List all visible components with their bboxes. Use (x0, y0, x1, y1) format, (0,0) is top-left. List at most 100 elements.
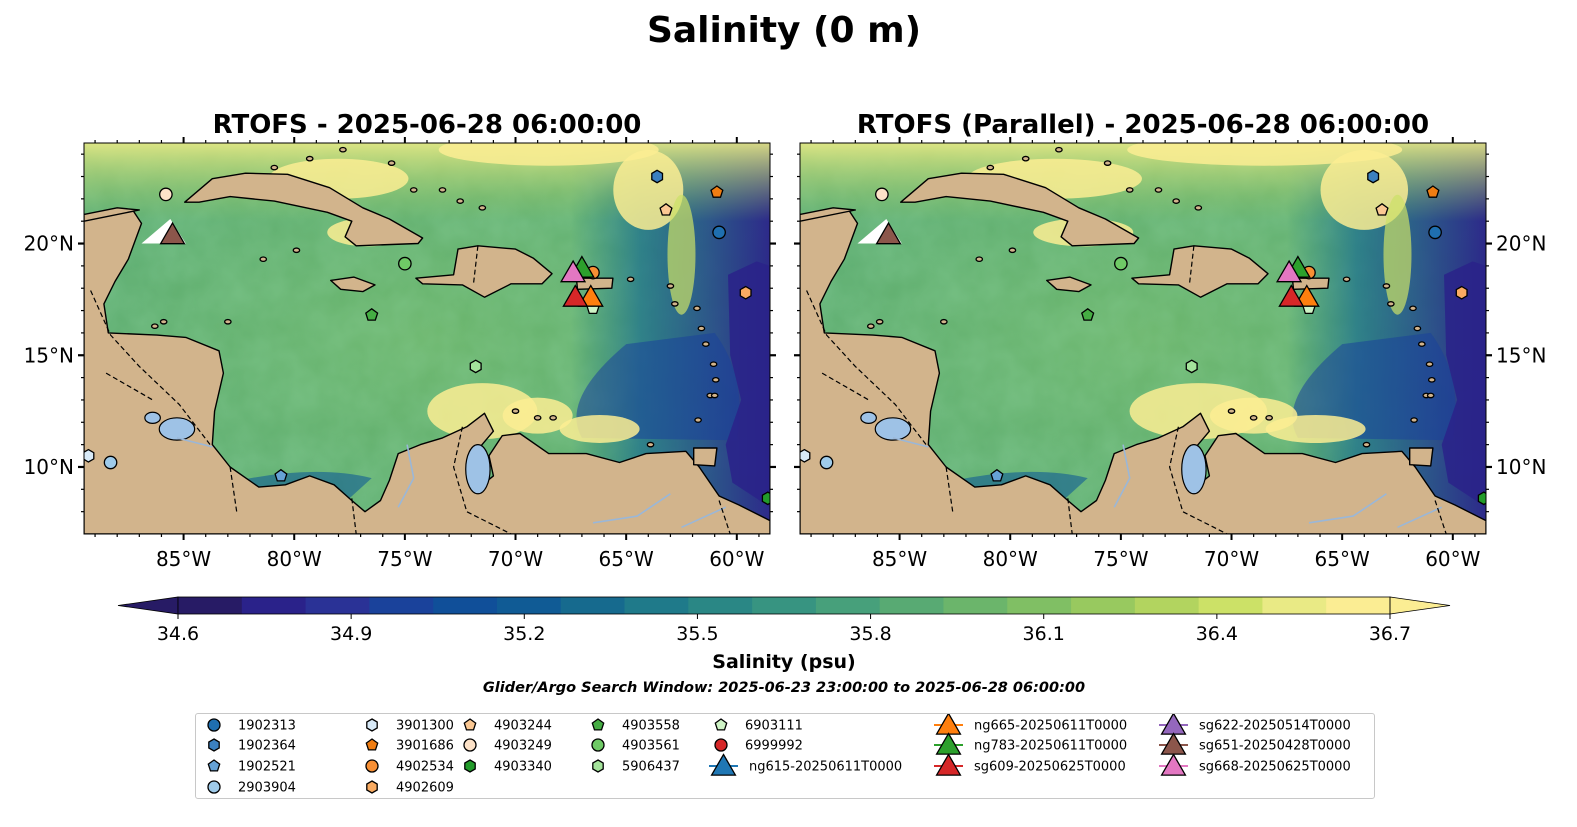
legend-entry: 1902364 (208, 738, 296, 754)
legend-marker-4902609 (366, 780, 378, 794)
legend-label: sg609-20250625T0000 (974, 760, 1126, 775)
island (1413, 325, 1422, 332)
island (875, 318, 884, 325)
colorbar: 34.6 34.9 35.2 35.5 35.8 36.1 36.4 36.7 Salinit… (117, 596, 1451, 673)
y-tick-label: 20°N (1496, 232, 1546, 256)
legend-entry: sg668-20250625T0000 (1159, 753, 1351, 776)
colorbar-tick-label: 36.4 (1196, 623, 1238, 645)
river (1397, 506, 1443, 529)
island (387, 160, 396, 166)
colorbar-tick-label: 36.1 (1023, 623, 1065, 645)
legend-marker-sg651-20250428T0000 (1160, 732, 1187, 755)
island (456, 198, 465, 204)
marker-1902521 (990, 468, 1004, 482)
observations (800, 169, 1486, 506)
x-axis: 85°W 80°W 75°W 70°W 65°W 60°W (94, 137, 765, 571)
island (1021, 155, 1030, 162)
island (1426, 392, 1435, 399)
marker-sg668-20250625T0000 (559, 259, 587, 283)
legend-marker-4903244 (463, 718, 477, 731)
landmass-yucatanTip (800, 207, 856, 222)
legend-marker-6999992 (714, 738, 728, 752)
island (710, 392, 719, 399)
country-border (105, 372, 153, 401)
colorbar-extend-min (117, 596, 179, 615)
legend-entry: 1902313 (207, 718, 296, 734)
legend-entry: ng665-20250611T0000 (934, 712, 1127, 735)
country-border (1188, 245, 1195, 284)
country-border (806, 290, 927, 445)
colorbar-segment (688, 597, 753, 614)
legend-marker-ng783-20250611T0000 (935, 732, 962, 755)
legend-entry: 4903249 (463, 738, 552, 754)
legend-label: 4903558 (622, 719, 680, 734)
y-tick-label: 10°N (24, 455, 74, 479)
legend-marker-2903904 (207, 780, 221, 794)
island (270, 164, 279, 171)
colorbar-tick-label: 35.5 (676, 623, 718, 645)
landmass-trinidad (693, 447, 718, 467)
island (693, 305, 701, 312)
marker-2903904 (819, 455, 834, 470)
island (438, 187, 447, 193)
map-panel-rtofs: RTOFS - 2025-06-28 06:00:00 85°W 80°W 75°W… (24, 110, 776, 571)
marker-1902364 (651, 169, 664, 184)
legend-entry: 3901686 (365, 738, 454, 754)
colorbar-segment (1007, 597, 1072, 614)
legend-marker-5906437 (592, 759, 604, 773)
legend-label: sg622-20250514T0000 (1199, 719, 1351, 734)
legend-label: 5906437 (622, 760, 680, 775)
island (1265, 414, 1273, 421)
marker-4903340 (761, 491, 770, 506)
colorbar-tick-label: 35.8 (849, 623, 891, 645)
lake (144, 411, 161, 425)
island (1249, 414, 1258, 421)
legend-entry: 6999992 (714, 738, 803, 754)
island (646, 441, 655, 448)
island (1417, 341, 1426, 347)
legend-marker-4903558 (591, 718, 605, 731)
marker-4903249 (875, 187, 889, 202)
marker-4903558 (1081, 307, 1095, 321)
legend-label: 1902313 (238, 719, 296, 734)
legend-label: 2903904 (238, 781, 296, 796)
island (626, 276, 635, 283)
marker-1902313 (1428, 225, 1442, 240)
legend-label: 6903111 (745, 719, 803, 734)
panel-title: RTOFS - 2025-06-28 06:00:00 (213, 110, 642, 140)
marker-4903561 (398, 256, 412, 271)
island (1103, 160, 1112, 166)
landmass-hispaniola (415, 245, 553, 298)
legend-entry: 4903558 (591, 718, 680, 734)
legend-marker-ng615-20250611T0000 (710, 753, 737, 776)
marker-3901686 (710, 185, 724, 198)
legend-marker-6903111 (714, 718, 728, 731)
colorbar-frame (177, 596, 1391, 615)
island (866, 323, 875, 330)
marker-4903561 (1114, 256, 1128, 271)
y-tick-label: 15°N (24, 343, 74, 367)
legend-label: 4903244 (494, 719, 552, 734)
legend-entry: 4903244 (463, 718, 552, 734)
legend-entry: sg609-20250625T0000 (934, 753, 1126, 776)
figure-suptitle: Salinity (0 m) (647, 10, 921, 51)
island (1382, 283, 1391, 289)
colorbar-segment (496, 597, 562, 614)
river (1113, 444, 1131, 508)
island (478, 204, 487, 211)
colorbar-segment (815, 597, 881, 614)
x-tick-label: 70°W (1204, 547, 1259, 571)
island (939, 318, 948, 325)
legend-label: 4902609 (396, 781, 454, 796)
colorbar-segment (305, 597, 370, 614)
island (697, 325, 706, 332)
legend-marker-3901686 (365, 738, 379, 751)
marker-3901686 (1426, 185, 1440, 198)
island (709, 361, 718, 368)
y-tick-label: 10°N (1496, 455, 1546, 479)
legend-entry: 4903561 (591, 738, 680, 754)
island (711, 376, 720, 383)
legend-label: 1902521 (238, 760, 296, 775)
legend-marker-1902521 (207, 759, 221, 772)
colorbar-segment (624, 597, 689, 614)
